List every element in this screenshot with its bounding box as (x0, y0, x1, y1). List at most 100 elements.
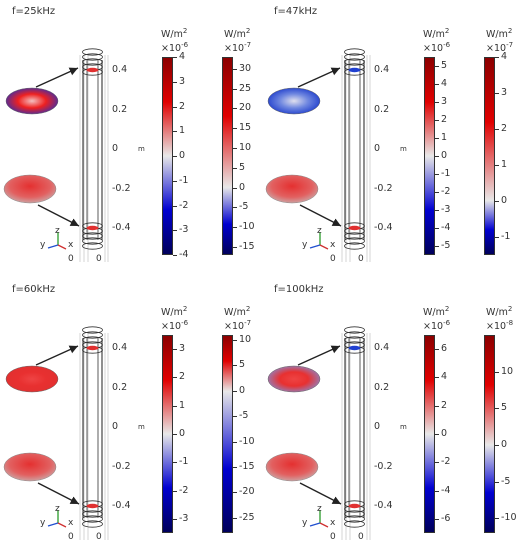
colorbar-tick-mark (495, 165, 499, 166)
axis-label-z: z (55, 226, 60, 236)
unit-scale: ×10 (486, 321, 507, 333)
colorbar-tick-mark (233, 416, 237, 418)
colorbar-tick-mark (233, 390, 237, 392)
unit-base: W/m (423, 29, 445, 41)
unit-base: W/m (224, 29, 246, 41)
colorbar-tick-label: 3 (179, 343, 186, 355)
colorbar-tick-mark (495, 518, 499, 520)
colorbar-tick-mark (435, 192, 439, 193)
colorbar-tick-mark (495, 445, 499, 446)
colorbar-unit: W/m2 ×10-6 (161, 304, 188, 332)
colorbar-tick-mark (495, 237, 499, 238)
bottom-intensity-disk (3, 174, 57, 204)
colorbar-tick-mark (495, 129, 499, 130)
colorbar-tick-label: 5 (239, 161, 246, 173)
top-intensity-disk (5, 87, 59, 115)
length-unit: m (400, 423, 407, 431)
colorbar-tick-label: -15 (239, 461, 255, 472)
sensor-top-mark (86, 345, 99, 351)
bottom-intensity-disk (265, 452, 319, 482)
unit-scale: ×10 (486, 43, 507, 55)
colorbar-tick-label: -2 (179, 199, 189, 211)
colorbar-tick-label: -10 (239, 435, 255, 447)
colorbar-tick-label: 0 (239, 181, 246, 193)
y-tick-label: 0 (112, 143, 119, 154)
colorbar-tick-label: 1 (501, 159, 508, 170)
colorbar-unit: W/m2 ×10-6 (423, 26, 450, 54)
colorbar-tick-mark (173, 131, 177, 133)
colorbar-tick-label: 0 (441, 428, 448, 439)
arrow-to-bottom (37, 482, 80, 505)
colorbar-tick-label: -4 (179, 249, 189, 260)
panel-title: f=47kHz (274, 6, 318, 17)
geometry-view: zy x 0 0 (3, 48, 109, 264)
colorbar-tick-mark (495, 371, 499, 373)
y-tick-label: -0.4 (374, 500, 393, 511)
unit-base: W/m (161, 29, 183, 41)
y-tick-label: -0.4 (112, 500, 131, 511)
unit-exponent: 2 (245, 27, 251, 35)
unit-scale-exponent: -6 (181, 319, 189, 328)
colorbar-tick-label: 0 (441, 150, 448, 161)
origin-label-2: 0 (358, 532, 364, 542)
grid-lines (79, 333, 109, 540)
y-tick-label: 0.4 (374, 342, 390, 353)
colorbar-tick-label: -25 (239, 511, 255, 523)
axis-label-y: y (302, 518, 308, 528)
y-tick-label: 0 (374, 421, 381, 432)
unit-scale-exponent: -6 (181, 41, 189, 50)
colorbar-tick-label: 10 (239, 334, 252, 346)
arrow-to-top (35, 345, 79, 366)
colorbar-tick-mark (435, 156, 439, 157)
plot-panel-4: f=100kHz z y x 0 0 0.4 0.2 0 -0.2 -0.4 m W/m2 ×10-6 6 4… (262, 278, 526, 553)
colorbar-tick-mark (233, 517, 237, 519)
panel-title: f=60kHz (12, 284, 56, 295)
panel-title: f=100kHz (274, 284, 324, 295)
colorbar-tick-label: -2 (441, 186, 451, 197)
colorbar-tick-mark (495, 201, 499, 202)
sensor-bottom-mark (348, 503, 361, 509)
top-intensity-disk (267, 365, 321, 393)
colorbar-tick-mark (233, 128, 237, 130)
axis-triad: zy x (40, 226, 74, 250)
y-tick-label: 0.2 (112, 103, 128, 115)
y-tick-label: 0.2 (374, 103, 390, 115)
colorbar-tick-label: 2 (179, 371, 186, 383)
colorbar-tick-mark (233, 148, 237, 150)
pipe-tube (344, 48, 365, 250)
colorbar-tick-mark (435, 174, 439, 175)
colorbar (222, 57, 233, 255)
colorbar-tick-mark (233, 187, 237, 189)
unit-exponent: 2 (182, 305, 188, 313)
colorbar-tick-mark (173, 255, 177, 256)
colorbar-unit: W/m2 ×10-6 (161, 26, 188, 54)
colorbar (424, 335, 435, 533)
geometry-view: zy x 0 0 (265, 48, 371, 264)
colorbar-tick-label: 2 (441, 114, 448, 125)
colorbar (162, 57, 173, 255)
y-tick-label: -0.2 (374, 460, 393, 472)
arrow-to-bottom (37, 204, 80, 227)
colorbar-tick-label: -5 (239, 410, 249, 422)
colorbar-tick-mark (173, 462, 177, 464)
origin-label: 0 (330, 532, 336, 542)
y-tick-label: -0.2 (374, 182, 393, 194)
colorbar-tick-mark (233, 492, 237, 494)
sensor-top-mark (348, 345, 361, 351)
unit-scale: ×10 (423, 321, 444, 333)
colorbar-tick-label: 4 (501, 51, 508, 62)
colorbar-tick-mark (233, 68, 237, 70)
grid-lines (79, 55, 109, 262)
colorbar-tick-label: -5 (239, 201, 249, 213)
colorbar-tick-label: -1 (179, 174, 189, 186)
colorbar-tick-mark (435, 228, 439, 229)
unit-exponent: 2 (444, 305, 450, 313)
colorbar-tick-label: 2 (179, 100, 186, 112)
y-tick-label: -0.2 (112, 182, 131, 194)
colorbar-tick-label: -4 (441, 222, 451, 233)
colorbar-tick-label: 4 (441, 371, 448, 383)
y-tick-label: 0.4 (374, 64, 390, 75)
colorbar-tick-label: 2 (441, 399, 448, 411)
colorbar-tick-label: -10 (501, 512, 517, 524)
colorbar-tick-label: 0 (501, 195, 508, 206)
